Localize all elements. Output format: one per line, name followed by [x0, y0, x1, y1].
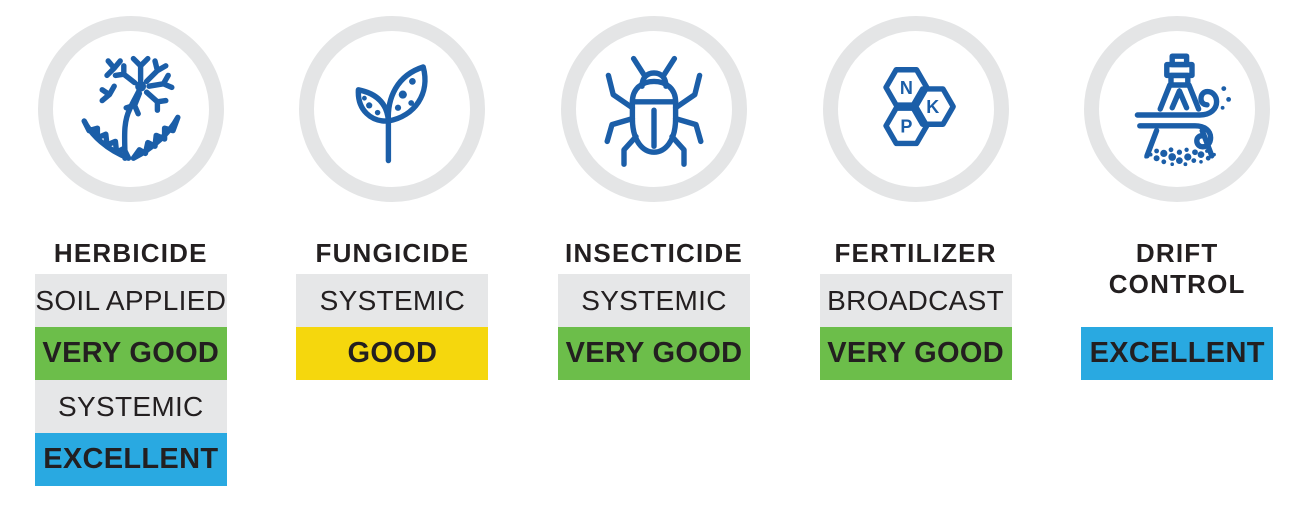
- card-herbicide: HERBICIDE SOIL APPLIED VERY GOOD SYSTEMI…: [0, 0, 262, 523]
- npk-hexagons-icon: N K P: [882, 67, 956, 147]
- card-insecticide: INSECTICIDE SYSTEMIC VERY GOOD: [523, 0, 785, 523]
- attribute-row: SOIL APPLIED: [34, 274, 227, 327]
- card-title: DRIFT CONTROL: [1097, 238, 1257, 299]
- rating-rows: EXCELLENT: [1081, 274, 1274, 380]
- rating-row: VERY GOOD: [34, 327, 227, 380]
- insecticide-icon-circle: [560, 16, 747, 202]
- fungicide-icon-circle: [299, 16, 486, 202]
- attribute-row: SYSTEMIC: [557, 274, 750, 327]
- sprout-leaves-icon: [356, 64, 428, 164]
- rating-rows: SYSTEMIC VERY GOOD: [557, 274, 750, 380]
- rating-row: GOOD: [296, 327, 489, 380]
- spray-nozzle-icon: [1134, 53, 1232, 167]
- rating-rows: BROADCAST VERY GOOD: [819, 274, 1012, 380]
- beetle-icon: [604, 55, 704, 167]
- drift-control-icon-circle: [1084, 16, 1271, 202]
- rating-row: VERY GOOD: [557, 327, 750, 380]
- rating-rows: SOIL APPLIED VERY GOOD SYSTEMIC EXCELLEN…: [34, 274, 227, 486]
- card-title: INSECTICIDE: [565, 238, 743, 268]
- rating-row: EXCELLENT: [1081, 327, 1274, 380]
- card-title: HERBICIDE: [53, 238, 208, 268]
- herbicide-icon-circle: [37, 16, 224, 202]
- potassium-letter: K: [926, 97, 939, 117]
- card-title: FERTILIZER: [834, 238, 997, 268]
- rating-row: EXCELLENT: [34, 433, 227, 486]
- card-title-text: DRIFT CONTROL: [1108, 238, 1246, 299]
- card-drift-control: DRIFT CONTROL EXCELLENT: [1046, 0, 1308, 523]
- rating-row: VERY GOOD: [819, 327, 1012, 380]
- rating-rows: SYSTEMIC GOOD: [296, 274, 489, 380]
- card-fungicide: FUNGICIDE SYSTEMIC GOOD: [262, 0, 524, 523]
- attribute-row: SYSTEMIC: [296, 274, 489, 327]
- dandelion-weed-icon: [81, 55, 181, 161]
- nitrogen-letter: N: [899, 78, 912, 98]
- card-title: FUNGICIDE: [315, 238, 470, 268]
- attribute-row: SYSTEMIC: [34, 380, 227, 433]
- empty-row-spacer: [1081, 274, 1273, 327]
- fertilizer-icon-circle: N K P: [822, 16, 1009, 202]
- card-fertilizer: N K P FERTILIZER BROADCAST VERY GOOD: [785, 0, 1047, 523]
- attribute-row: BROADCAST: [819, 274, 1012, 327]
- phosphorus-letter: P: [900, 116, 912, 136]
